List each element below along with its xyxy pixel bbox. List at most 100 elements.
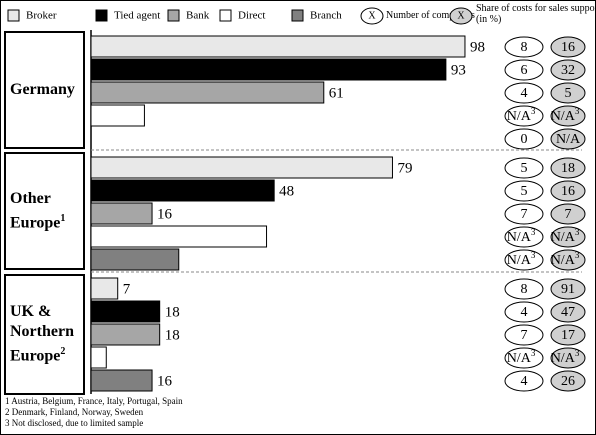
companies-text: N/A3 bbox=[507, 227, 536, 245]
bar bbox=[90, 300, 161, 323]
footnote: 1 Austria, Belgium, France, Italy, Portu… bbox=[5, 396, 183, 406]
companies-text: 0 bbox=[521, 132, 528, 147]
category-box bbox=[4, 152, 85, 270]
category-name: Germany bbox=[10, 81, 75, 98]
bar bbox=[90, 179, 275, 202]
cost_share-text: N/A3 bbox=[551, 227, 580, 245]
category-label: Germany bbox=[6, 32, 82, 148]
value-label: 16 bbox=[157, 206, 173, 222]
legend-swatch bbox=[291, 9, 304, 22]
cost_share-marker bbox=[550, 347, 586, 369]
value-label: 79 bbox=[397, 160, 412, 176]
cost_share-text: 91 bbox=[561, 282, 575, 297]
legend-marker bbox=[360, 7, 384, 25]
cost_share-marker bbox=[550, 157, 586, 179]
companies-marker bbox=[504, 105, 544, 127]
category-text: Germany bbox=[10, 80, 75, 100]
companies-text: N/A3 bbox=[507, 348, 536, 366]
legend-label: Branch bbox=[310, 10, 342, 22]
companies-note: 3 bbox=[531, 227, 536, 237]
legend-label: Number of companies bbox=[386, 10, 475, 21]
companies-text: 8 bbox=[521, 282, 528, 297]
footnote: 2 Denmark, Finland, Norway, Sweden bbox=[5, 407, 144, 417]
companies-note: 3 bbox=[531, 348, 536, 358]
category-box bbox=[4, 274, 85, 395]
value-label: 61 bbox=[329, 85, 344, 101]
cost_share-marker bbox=[550, 370, 586, 392]
companies-marker bbox=[504, 203, 544, 225]
companies-marker bbox=[504, 249, 544, 271]
category-name: Other Europe bbox=[10, 189, 61, 232]
bar bbox=[90, 369, 153, 392]
bar bbox=[90, 104, 145, 127]
value-label: 7 bbox=[123, 281, 131, 297]
companies-text: 4 bbox=[521, 374, 528, 389]
cost_share-text: N/A bbox=[556, 132, 581, 147]
bar bbox=[90, 323, 161, 346]
bar bbox=[90, 202, 153, 225]
category-label: Other Europe1 bbox=[10, 189, 82, 233]
companies-text: 8 bbox=[521, 40, 528, 55]
cost_share-text: N/A3 bbox=[551, 250, 580, 268]
companies-marker bbox=[504, 82, 544, 104]
companies-marker bbox=[504, 226, 544, 248]
companies-marker bbox=[504, 157, 544, 179]
companies-text: 6 bbox=[521, 63, 528, 78]
companies-marker bbox=[504, 59, 544, 81]
cost_share-text: 7 bbox=[565, 207, 572, 222]
companies-marker bbox=[504, 36, 544, 58]
companies-note: 3 bbox=[531, 250, 536, 260]
companies-marker bbox=[504, 128, 544, 150]
legend-text: Share of costs for sales support (in %) bbox=[476, 3, 596, 25]
value-label: 48 bbox=[279, 183, 294, 199]
category-text: UK & Northern Europe2 bbox=[10, 302, 82, 366]
legend-marker bbox=[449, 7, 473, 25]
legend-swatch bbox=[167, 9, 180, 22]
bar bbox=[90, 35, 466, 58]
bar bbox=[90, 277, 119, 300]
cost_share-marker bbox=[550, 128, 586, 150]
legend-label: Broker bbox=[26, 10, 57, 22]
category-text: Other Europe1 bbox=[10, 189, 82, 233]
cost_share-marker bbox=[550, 278, 586, 300]
cost_share-text: 16 bbox=[561, 184, 575, 199]
category-name: UK & Northern Europe bbox=[10, 303, 74, 365]
category-wrap: Germany bbox=[6, 32, 82, 148]
cost_share-note: 3 bbox=[575, 106, 580, 116]
value-label: 18 bbox=[165, 327, 180, 343]
legend-label: Direct bbox=[238, 10, 265, 22]
cost_share-marker bbox=[550, 226, 586, 248]
companies-text: N/A3 bbox=[507, 250, 536, 268]
companies-text: 5 bbox=[521, 161, 528, 176]
legend-label: Share of costs for sales support (in %) bbox=[476, 3, 596, 25]
legend-swatch bbox=[7, 9, 20, 22]
companies-text: 4 bbox=[521, 305, 528, 320]
value-label: 18 bbox=[165, 304, 180, 320]
cost_share-marker bbox=[550, 82, 586, 104]
value-label: 98 bbox=[470, 39, 485, 55]
cost_share-marker bbox=[550, 203, 586, 225]
cost_share-marker bbox=[550, 59, 586, 81]
companies-marker bbox=[504, 370, 544, 392]
companies-marker bbox=[504, 180, 544, 202]
companies-marker bbox=[504, 301, 544, 323]
bar bbox=[90, 248, 180, 271]
category-wrap: UK & Northern Europe2 bbox=[6, 275, 82, 394]
value-label: 16 bbox=[157, 373, 173, 389]
cost_share-marker bbox=[550, 105, 586, 127]
cost_share-text: 26 bbox=[561, 374, 575, 389]
companies-text: 5 bbox=[521, 184, 528, 199]
legend-label: Tied agent bbox=[114, 10, 160, 22]
cost_share-marker bbox=[550, 301, 586, 323]
category-note: 2 bbox=[60, 346, 66, 358]
bar bbox=[90, 81, 325, 104]
legend-swatch bbox=[95, 9, 108, 22]
companies-text: 7 bbox=[521, 207, 528, 222]
cost_share-marker bbox=[550, 324, 586, 346]
cost_share-text: N/A3 bbox=[551, 348, 580, 366]
cost_share-text: 16 bbox=[561, 40, 575, 55]
companies-marker bbox=[504, 347, 544, 369]
cost_share-note: 3 bbox=[575, 227, 580, 237]
cost_share-note: 3 bbox=[575, 250, 580, 260]
legend-label: Bank bbox=[186, 10, 210, 22]
